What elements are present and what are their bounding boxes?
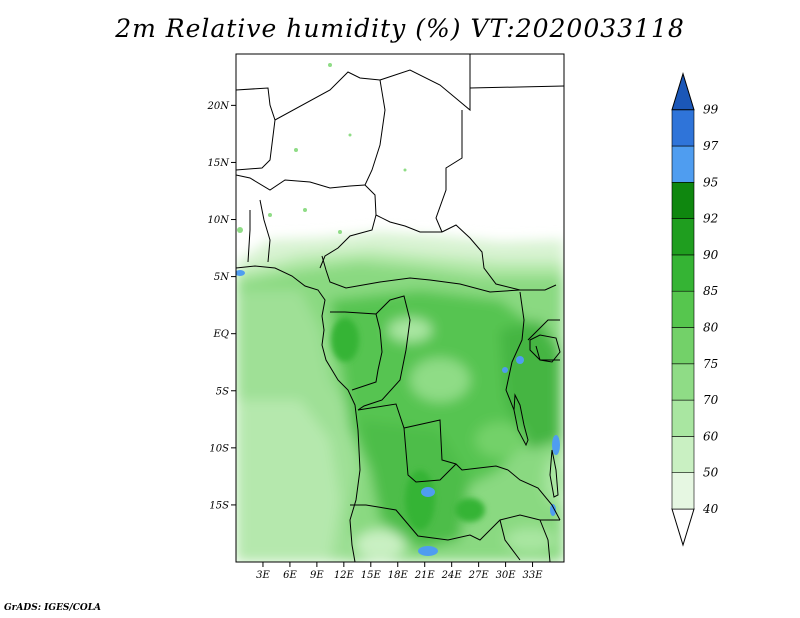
colorbar-swatch [671, 109, 695, 147]
colorbar-label: 85 [703, 284, 718, 298]
colorbar-legend: 40 50 60 70 75 80 85 90 92 95 97 99 [671, 71, 719, 547]
colorbar-max-triangle [671, 71, 695, 111]
lon-tick-label: 3E [256, 570, 270, 581]
colorbar-swatch [671, 472, 695, 510]
colorbar-swatch [671, 436, 695, 473]
colorbar-label: 75 [703, 357, 718, 371]
lon-tick-label: 24E [441, 570, 463, 581]
lat-tick-label: 20N [207, 101, 231, 112]
colorbar-label: 97 [703, 139, 719, 153]
colorbar-swatch [671, 182, 695, 219]
lon-tick-label: 9E [310, 570, 324, 581]
colorbar-label: 90 [703, 248, 719, 262]
lat-tick-label: EQ [213, 329, 230, 340]
colorbar-swatch [671, 254, 695, 292]
colorbar-swatch [671, 145, 695, 183]
lon-tick-label: 21E [414, 570, 436, 581]
lat-tick-label: 5S [216, 386, 229, 397]
lon-tick-label: 12E [334, 570, 355, 581]
lat-tick-label: 10S [209, 443, 229, 454]
lat-tick-label: 15S [209, 500, 229, 511]
lat-tick-label: 5N [214, 272, 230, 283]
latitude-axis: 20N 15N 10N 5N EQ 5S 10S 15S [207, 101, 236, 511]
lon-tick-label: 18E [388, 570, 409, 581]
colorbar-swatch [671, 399, 695, 437]
footer-credit: GrADS: IGES/COLA [4, 603, 102, 613]
chart-title: 2m Relative humidity (%) VT:2020033118 [115, 14, 685, 43]
colorbar-label: 99 [703, 103, 719, 117]
lon-tick-label: 30E [496, 570, 517, 581]
colorbar-label: 95 [703, 175, 718, 189]
country-borders [236, 54, 564, 562]
colorbar-swatch [671, 218, 695, 256]
colorbar-label: 70 [703, 393, 719, 407]
colorbar-min-triangle [671, 508, 695, 547]
colorbar-swatch [671, 290, 695, 328]
colorbar-label: 50 [703, 466, 719, 480]
colorbar-label: 80 [703, 321, 719, 335]
longitude-axis: 3E 6E 9E 12E 15E 18E 21E 24E 27E 30E 33E [256, 562, 543, 581]
map-frame [235, 53, 565, 563]
colorbar-label: 92 [703, 212, 718, 226]
lon-tick-label: 6E [283, 570, 297, 581]
colorbar-swatch [671, 327, 695, 365]
lon-tick-label: 33E [523, 570, 544, 581]
lon-tick-label: 15E [361, 570, 382, 581]
colorbar-swatch [671, 363, 695, 401]
lat-tick-label: 10N [208, 215, 231, 226]
colorbar-label: 40 [702, 502, 719, 516]
lon-tick-label: 27E [468, 570, 490, 581]
lat-tick-label: 15N [208, 158, 231, 169]
humidity-field [236, 54, 564, 562]
colorbar-label: 60 [703, 429, 719, 443]
